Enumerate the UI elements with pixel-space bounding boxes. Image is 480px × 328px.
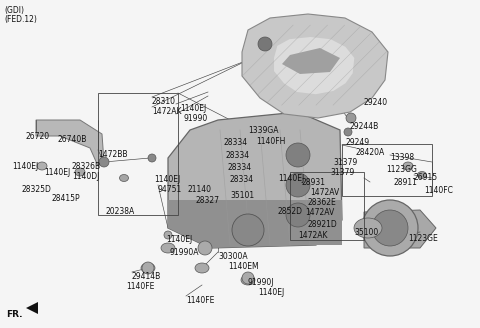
Text: 20238A: 20238A bbox=[106, 207, 135, 216]
Polygon shape bbox=[168, 200, 342, 248]
Text: 26740B: 26740B bbox=[58, 135, 87, 144]
Text: 1140FH: 1140FH bbox=[256, 137, 286, 146]
Ellipse shape bbox=[75, 168, 85, 176]
Text: 31379: 31379 bbox=[333, 158, 357, 167]
Circle shape bbox=[142, 262, 154, 274]
Text: 28362E: 28362E bbox=[308, 198, 337, 207]
Text: 1123GE: 1123GE bbox=[408, 234, 438, 243]
Text: 1339GA: 1339GA bbox=[248, 126, 278, 135]
Text: 1140EJ: 1140EJ bbox=[154, 175, 180, 184]
Text: 1472AK: 1472AK bbox=[298, 231, 327, 240]
Ellipse shape bbox=[141, 263, 155, 273]
Circle shape bbox=[242, 272, 254, 284]
Text: 29249: 29249 bbox=[345, 138, 369, 147]
Text: (FED.12): (FED.12) bbox=[4, 15, 37, 24]
Text: 28921D: 28921D bbox=[308, 220, 338, 229]
Text: 28310: 28310 bbox=[152, 97, 176, 106]
Text: 1472AV: 1472AV bbox=[305, 208, 334, 217]
Circle shape bbox=[346, 113, 356, 123]
Text: 1140EJ: 1140EJ bbox=[180, 104, 206, 113]
Text: 28327: 28327 bbox=[196, 196, 220, 205]
Text: 29240: 29240 bbox=[363, 98, 387, 107]
Text: 13398: 13398 bbox=[390, 153, 414, 162]
Text: 29414B: 29414B bbox=[132, 272, 161, 281]
Text: 1140EJ: 1140EJ bbox=[278, 174, 304, 183]
Text: 28420A: 28420A bbox=[356, 148, 385, 157]
Text: 26915: 26915 bbox=[414, 173, 438, 182]
Text: 1140DJ: 1140DJ bbox=[72, 172, 99, 181]
Text: 1140EJ: 1140EJ bbox=[166, 235, 192, 244]
Text: (GDI): (GDI) bbox=[4, 6, 24, 15]
Text: 28326B: 28326B bbox=[72, 162, 101, 171]
Text: 28911: 28911 bbox=[394, 178, 418, 187]
Text: 28334: 28334 bbox=[226, 151, 250, 160]
Polygon shape bbox=[242, 14, 388, 118]
Text: 91990A: 91990A bbox=[170, 248, 200, 257]
Text: 1472AV: 1472AV bbox=[310, 188, 339, 197]
Text: 28325D: 28325D bbox=[22, 185, 52, 194]
Text: 28415P: 28415P bbox=[52, 194, 81, 203]
Text: 2852D: 2852D bbox=[278, 207, 303, 216]
Circle shape bbox=[198, 241, 212, 255]
Text: 1123GG: 1123GG bbox=[386, 165, 417, 174]
Text: 28334: 28334 bbox=[228, 163, 252, 172]
Text: 35101: 35101 bbox=[230, 191, 254, 200]
Polygon shape bbox=[282, 48, 340, 74]
Circle shape bbox=[258, 37, 272, 51]
Text: 21140: 21140 bbox=[188, 185, 212, 194]
Text: 1140EM: 1140EM bbox=[228, 262, 259, 271]
Text: 91990J: 91990J bbox=[248, 278, 275, 287]
Circle shape bbox=[148, 154, 156, 162]
Text: 30300A: 30300A bbox=[218, 252, 248, 261]
Polygon shape bbox=[364, 210, 436, 248]
Circle shape bbox=[344, 128, 352, 136]
Polygon shape bbox=[26, 302, 38, 314]
Text: 28931: 28931 bbox=[302, 178, 326, 187]
Bar bbox=[290, 172, 364, 240]
Polygon shape bbox=[274, 37, 354, 94]
Circle shape bbox=[99, 157, 109, 167]
Circle shape bbox=[286, 173, 310, 197]
Ellipse shape bbox=[37, 162, 47, 170]
Ellipse shape bbox=[195, 263, 209, 273]
Circle shape bbox=[164, 231, 172, 239]
Text: 35100: 35100 bbox=[354, 228, 378, 237]
Ellipse shape bbox=[403, 162, 413, 170]
Text: 1140EJ: 1140EJ bbox=[12, 162, 38, 171]
Text: 1472AK: 1472AK bbox=[152, 107, 181, 116]
Text: 1140FC: 1140FC bbox=[424, 186, 453, 195]
Text: 28334: 28334 bbox=[230, 175, 254, 184]
Text: 1472BB: 1472BB bbox=[98, 150, 128, 159]
Text: 1140EJ: 1140EJ bbox=[44, 168, 70, 177]
Text: 1140FE: 1140FE bbox=[126, 282, 155, 291]
Text: 31379: 31379 bbox=[330, 168, 354, 177]
Circle shape bbox=[372, 210, 408, 246]
Circle shape bbox=[232, 214, 264, 246]
Polygon shape bbox=[36, 120, 104, 166]
Ellipse shape bbox=[161, 243, 175, 253]
Text: 94751: 94751 bbox=[158, 185, 182, 194]
Ellipse shape bbox=[241, 275, 255, 285]
Ellipse shape bbox=[354, 218, 382, 238]
Circle shape bbox=[286, 203, 310, 227]
Ellipse shape bbox=[120, 174, 129, 181]
Circle shape bbox=[362, 200, 418, 256]
Ellipse shape bbox=[418, 172, 427, 178]
Text: 26720: 26720 bbox=[26, 132, 50, 141]
Polygon shape bbox=[168, 112, 342, 248]
Circle shape bbox=[286, 143, 310, 167]
Text: 1140FE: 1140FE bbox=[186, 296, 215, 305]
Text: 28334: 28334 bbox=[224, 138, 248, 147]
Text: 91990: 91990 bbox=[183, 114, 207, 123]
Bar bbox=[342, 144, 432, 196]
Text: FR.: FR. bbox=[6, 310, 23, 319]
Text: 1140EJ: 1140EJ bbox=[258, 288, 284, 297]
Text: 29244B: 29244B bbox=[349, 122, 378, 131]
Bar bbox=[98, 93, 178, 215]
